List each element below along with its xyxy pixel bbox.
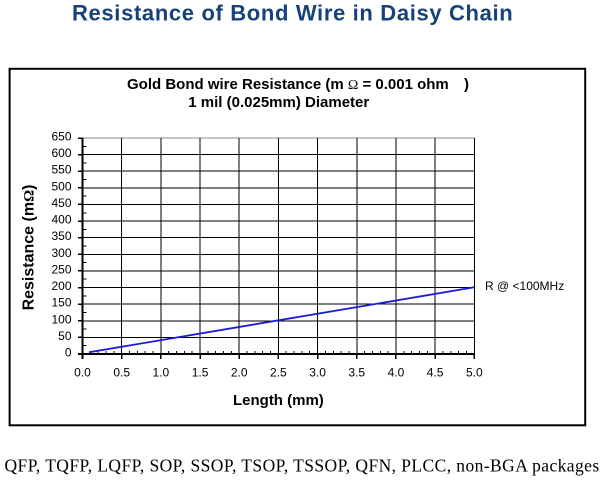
svg-text:4.0: 4.0 — [388, 365, 405, 379]
svg-text:250: 250 — [51, 262, 71, 276]
svg-text:2.0: 2.0 — [231, 365, 248, 379]
svg-text:600: 600 — [51, 146, 71, 160]
svg-text:0: 0 — [65, 346, 72, 360]
svg-text:Resistance of Bond Wire in Dai: Resistance of Bond Wire in Daisy Chain — [72, 0, 513, 25]
svg-text:450: 450 — [51, 196, 71, 210]
svg-text:Length (mm): Length (mm) — [233, 392, 324, 409]
svg-text:3.0: 3.0 — [309, 365, 326, 379]
svg-text:1.0: 1.0 — [153, 365, 170, 379]
svg-text:500: 500 — [51, 179, 71, 193]
svg-text:150: 150 — [51, 296, 71, 310]
svg-text:1.5: 1.5 — [192, 365, 209, 379]
svg-text:0.5: 0.5 — [113, 365, 130, 379]
svg-text:3.5: 3.5 — [348, 365, 365, 379]
svg-text:2.5: 2.5 — [270, 365, 287, 379]
svg-text:200: 200 — [51, 279, 71, 293]
svg-text:0.0: 0.0 — [74, 365, 91, 379]
svg-text:300: 300 — [51, 246, 71, 260]
svg-text:650: 650 — [51, 130, 71, 144]
svg-text:QFP, TQFP, LQFP, SOP, SSOP, TS: QFP, TQFP, LQFP, SOP, SSOP, TSOP, TSSOP,… — [5, 456, 600, 476]
svg-text:Gold Bond wire Resistance (m Ω: Gold Bond wire Resistance (m Ω = 0.001 o… — [127, 76, 449, 93]
svg-text:550: 550 — [51, 163, 71, 177]
svg-text:100: 100 — [51, 312, 71, 326]
svg-text:5.0: 5.0 — [466, 365, 483, 379]
svg-text:400: 400 — [51, 213, 71, 227]
svg-text:350: 350 — [51, 229, 71, 243]
svg-text:50: 50 — [58, 329, 72, 343]
svg-text:R @ <100MHz: R @ <100MHz — [485, 279, 564, 293]
svg-text:Resistance (mΩ): Resistance (mΩ) — [21, 185, 38, 311]
svg-text:1 mil (0.025mm) Diameter: 1 mil (0.025mm) Diameter — [188, 94, 369, 111]
svg-text:): ) — [464, 76, 469, 93]
svg-text:4.5: 4.5 — [427, 365, 444, 379]
